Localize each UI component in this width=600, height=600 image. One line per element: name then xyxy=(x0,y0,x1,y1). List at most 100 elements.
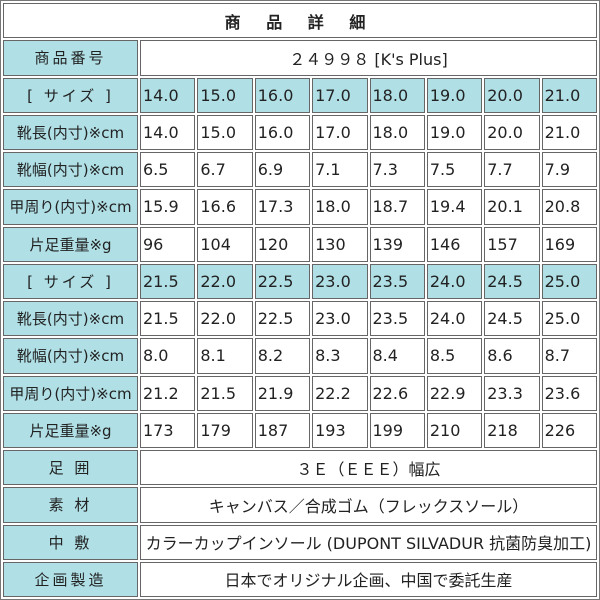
size-cell: 19.0 xyxy=(426,77,483,113)
measurement-value: 104 xyxy=(197,226,253,262)
measurement-value: 120 xyxy=(254,226,311,262)
measurement-value: 18.7 xyxy=(369,189,425,225)
detail-row: 素 材キャンバス／合成ゴム（フレックスソール） xyxy=(3,487,597,523)
size-label: [ サイズ ] xyxy=(3,77,138,113)
measurement-value: 8.1 xyxy=(197,338,253,374)
size-header-row: [ サイズ ] 21.5 22.0 22.5 23.0 23.5 24.0 24.5 25.0 xyxy=(3,263,597,299)
detail-row: 企画製造 日本でオリジナル企画、中国で委託生産 xyxy=(3,561,597,597)
measurement-value: 21.5 xyxy=(140,301,196,337)
measurement-value: 7.5 xyxy=(426,152,483,188)
measurement-value: 14.0 xyxy=(140,114,196,150)
measurement-value: 15.9 xyxy=(140,189,196,225)
measurement-value: 25.0 xyxy=(541,301,597,337)
measurement-label: 靴幅(内寸)※cm xyxy=(3,152,138,188)
table-title: 商 品 詳 細 xyxy=(3,3,597,39)
measurement-row: 靴長(内寸)※cm 21.5 22.0 22.5 23.0 23.5 24.0 24.5 25.… xyxy=(3,301,597,337)
measurement-value: 24.0 xyxy=(426,301,483,337)
measurement-value: 139 xyxy=(369,226,425,262)
measurement-value: 218 xyxy=(484,412,540,448)
measurement-value: 7.7 xyxy=(484,152,540,188)
detail-row: 中 敷カラーカップインソール (DUPONT SILVADUR 抗菌防臭加工) xyxy=(3,524,597,560)
measurement-value: 16.0 xyxy=(254,114,311,150)
size-cell: 16.0 xyxy=(254,77,311,113)
measurement-value: 21.5 xyxy=(197,375,253,411)
measurement-value: 210 xyxy=(426,412,483,448)
measurement-label: 靴長(内寸)※cm xyxy=(3,114,138,150)
detail-label: 中 敷 xyxy=(3,524,138,560)
measurement-value: 15.0 xyxy=(197,114,253,150)
measurement-value: 21.0 xyxy=(541,114,597,150)
detail-value: ３Ｅ（ＥＥＥ）幅広 xyxy=(140,450,597,486)
size-cell: 23.5 xyxy=(369,263,425,299)
measurement-value: 157 xyxy=(484,226,540,262)
detail-label: 足 囲 xyxy=(3,450,138,486)
product-number-label: 商品番号 xyxy=(3,40,138,76)
measurement-label: 靴幅(内寸)※cm xyxy=(3,338,138,374)
measurement-value: 18.0 xyxy=(369,114,425,150)
measurement-value: 7.1 xyxy=(312,152,368,188)
measurement-value: 23.0 xyxy=(312,301,368,337)
measurement-label: 靴長(内寸)※cm xyxy=(3,301,138,337)
detail-label: 企画製造 xyxy=(3,561,138,597)
measurement-value: 8.6 xyxy=(484,338,540,374)
measurement-value: 130 xyxy=(312,226,368,262)
detail-row: 足 囲 ３Ｅ（ＥＥＥ）幅広 xyxy=(3,450,597,486)
measurement-value: 16.6 xyxy=(197,189,253,225)
measurement-value: 23.6 xyxy=(541,375,597,411)
measurement-value: 187 xyxy=(254,412,311,448)
measurement-value: 8.3 xyxy=(312,338,368,374)
measurement-label: 甲周り(内寸)※cm xyxy=(3,189,138,225)
size-cell: 18.0 xyxy=(369,77,425,113)
measurement-value: 22.9 xyxy=(426,375,483,411)
measurement-value: 21.9 xyxy=(254,375,311,411)
size-cell: 17.0 xyxy=(312,77,368,113)
size-cell: 15.0 xyxy=(197,77,253,113)
measurement-value: 20.0 xyxy=(484,114,540,150)
measurement-value: 21.2 xyxy=(140,375,196,411)
measurement-row: 靴長(内寸)※cm 14.0 15.0 16.0 17.0 18.0 19.0 20.0 21.… xyxy=(3,114,597,150)
measurement-value: 8.2 xyxy=(254,338,311,374)
measurement-value: 8.0 xyxy=(140,338,196,374)
measurement-value: 6.5 xyxy=(140,152,196,188)
measurement-label: 片足重量※g xyxy=(3,412,138,448)
measurement-value: 20.1 xyxy=(484,189,540,225)
size-cell: 24.5 xyxy=(484,263,540,299)
detail-value: キャンバス／合成ゴム（フレックスソール） xyxy=(140,487,597,523)
measurement-value: 199 xyxy=(369,412,425,448)
size-cell: 25.0 xyxy=(541,263,597,299)
product-number-value: ２４９９８ [K's Plus] xyxy=(140,40,597,76)
measurement-value: 22.5 xyxy=(254,301,311,337)
size-label: [ サイズ ] xyxy=(3,263,138,299)
size-cell: 14.0 xyxy=(140,77,196,113)
measurement-value: 193 xyxy=(312,412,368,448)
measurement-row: 片足重量※g 96 104 120 130 139 146 157 169 xyxy=(3,226,597,262)
measurement-value: 8.4 xyxy=(369,338,425,374)
measurement-value: 8.7 xyxy=(541,338,597,374)
measurement-value: 173 xyxy=(140,412,196,448)
measurement-value: 19.0 xyxy=(426,114,483,150)
size-cell: 21.0 xyxy=(541,77,597,113)
measurement-row: 甲周り(内寸)※cm 15.9 16.6 17.3 18.0 18.7 19.4 20.1 20… xyxy=(3,189,597,225)
measurement-value: 20.8 xyxy=(541,189,597,225)
measurement-value: 8.5 xyxy=(426,338,483,374)
measurement-value: 226 xyxy=(541,412,597,448)
measurement-value: 19.4 xyxy=(426,189,483,225)
size-cell: 23.0 xyxy=(312,263,368,299)
measurement-value: 17.3 xyxy=(254,189,311,225)
size-cell: 22.5 xyxy=(254,263,311,299)
size-cell: 20.0 xyxy=(484,77,540,113)
measurement-value: 22.6 xyxy=(369,375,425,411)
measurement-value: 7.3 xyxy=(369,152,425,188)
measurement-value: 7.9 xyxy=(541,152,597,188)
measurement-value: 18.0 xyxy=(312,189,368,225)
measurement-value: 22.0 xyxy=(197,301,253,337)
measurement-value: 23.5 xyxy=(369,301,425,337)
measurement-row: 靴幅(内寸)※cm 8.0 8.1 8.2 8.3 8.4 8.5 8.6 8.7 xyxy=(3,338,597,374)
measurement-label: 甲周り(内寸)※cm xyxy=(3,375,138,411)
product-number-row: 商品番号 ２４９９８ [K's Plus] xyxy=(3,40,597,76)
measurement-value: 23.3 xyxy=(484,375,540,411)
measurement-row: 甲周り(内寸)※cm 21.2 21.5 21.9 22.2 22.6 22.9 23.3 23… xyxy=(3,375,597,411)
measurement-value: 169 xyxy=(541,226,597,262)
measurement-value: 24.5 xyxy=(484,301,540,337)
